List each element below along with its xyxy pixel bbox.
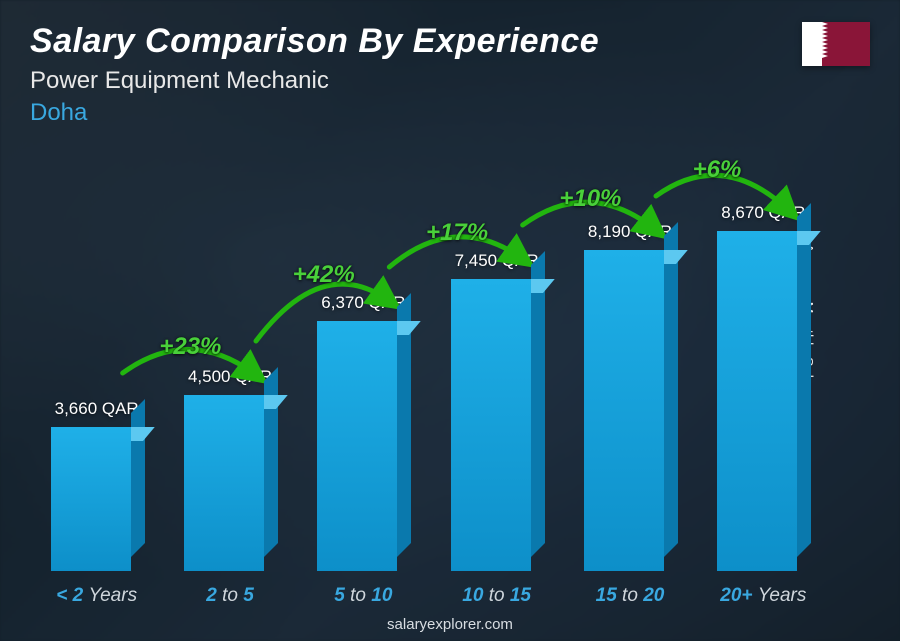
- x-axis-label: < 2 Years: [30, 585, 163, 607]
- bar-value-label: 7,450 QAR: [455, 251, 539, 271]
- bar-slot: 3,660 QAR: [30, 150, 163, 571]
- bar: [317, 321, 409, 571]
- page-title: Salary Comparison By Experience: [30, 22, 870, 61]
- bar-slot: 6,370 QAR: [297, 150, 430, 571]
- x-axis-label: 20+ Years: [697, 585, 830, 607]
- bar-slot: 4,500 QAR: [163, 150, 296, 571]
- x-axis-label: 15 to 20: [563, 585, 696, 607]
- location-label: Doha: [30, 99, 870, 127]
- bar-slot: 7,450 QAR: [430, 150, 563, 571]
- bar-value-label: 6,370 QAR: [321, 293, 405, 313]
- bar-value-label: 4,500 QAR: [188, 367, 272, 387]
- job-subtitle: Power Equipment Mechanic: [30, 67, 870, 95]
- x-axis-label: 2 to 5: [163, 585, 296, 607]
- x-axis: < 2 Years2 to 55 to 1010 to 1515 to 2020…: [30, 585, 830, 607]
- bar-value-label: 8,670 QAR: [721, 203, 805, 223]
- bar-value-label: 8,190 QAR: [588, 222, 672, 242]
- country-flag: [802, 22, 870, 66]
- bar-value-label: 3,660 QAR: [55, 399, 139, 419]
- bar: [717, 231, 809, 571]
- x-axis-label: 10 to 15: [430, 585, 563, 607]
- bar: [51, 427, 143, 571]
- bar-slot: 8,190 QAR: [563, 150, 696, 571]
- footer-attribution: salaryexplorer.com: [0, 616, 900, 633]
- bar: [184, 395, 276, 571]
- bar: [451, 279, 543, 571]
- bar-slot: 8,670 QAR: [697, 150, 830, 571]
- chart-area: 3,660 QAR 4,500 QAR 6,370 QAR 7,450 QAR 8,19…: [30, 150, 830, 571]
- x-axis-label: 5 to 10: [297, 585, 430, 607]
- content-wrapper: Salary Comparison By Experience Power Eq…: [0, 0, 900, 641]
- bar: [584, 250, 676, 571]
